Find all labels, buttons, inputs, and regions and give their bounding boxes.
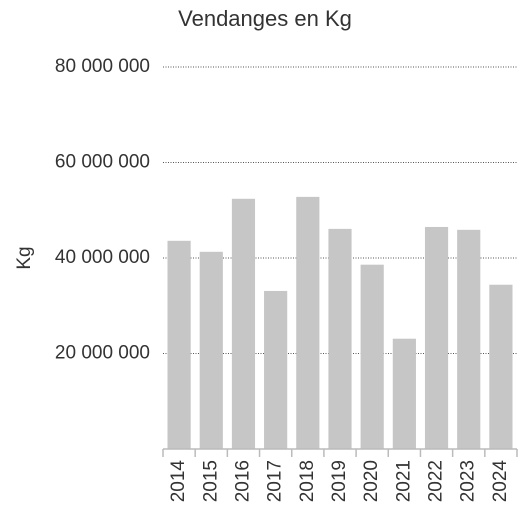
bar [457, 229, 481, 449]
bar [424, 226, 449, 449]
bar [231, 198, 256, 449]
y-tick-label: 20 000 000 [55, 343, 150, 364]
bar [489, 284, 513, 449]
x-tick-label: 2021 [393, 460, 414, 502]
y-tick-label: 80 000 000 [55, 56, 150, 77]
bar [328, 228, 352, 449]
bar [360, 264, 384, 449]
x-tick-label: 2018 [297, 460, 318, 502]
x-tick-label: 2024 [490, 460, 511, 503]
bar [392, 338, 416, 449]
chart-title: Vendanges en Kg [178, 6, 352, 31]
y-axis-label: Kg [14, 246, 35, 269]
x-tick-label: 2023 [458, 460, 479, 502]
bar [167, 240, 191, 449]
x-tick-label: 2017 [265, 460, 286, 502]
bar [199, 251, 223, 449]
bar [264, 290, 288, 449]
x-tick-label: 2019 [329, 460, 350, 502]
y-tick-label: 60 000 000 [55, 152, 150, 173]
x-tick-label: 2014 [168, 460, 189, 503]
bar [296, 196, 320, 449]
x-tick-label: 2020 [361, 460, 382, 502]
x-tick-label: 2016 [232, 460, 253, 502]
x-tick-label: 2015 [200, 460, 221, 502]
x-tick-label: 2022 [426, 460, 447, 502]
y-tick-label: 40 000 000 [55, 247, 150, 268]
